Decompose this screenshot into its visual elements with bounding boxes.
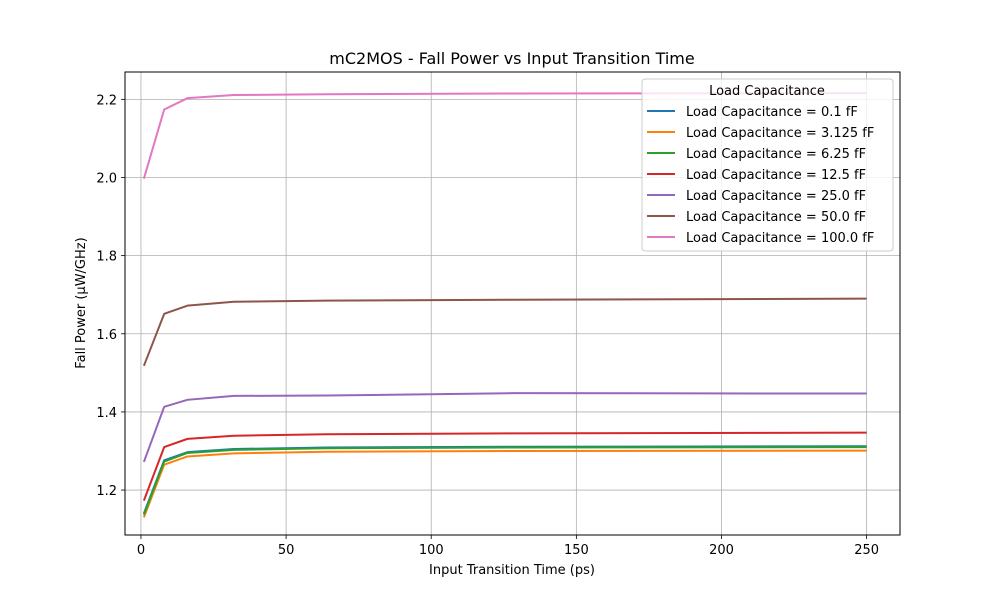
legend-label-3: Load Capacitance = 12.5 fF [686, 168, 866, 183]
y-tick-label: 2.0 [96, 171, 117, 186]
legend: Load Capacitance Load Capacitance = 0.1 … [641, 78, 894, 252]
y-tick-label: 1.8 [96, 250, 117, 265]
x-axis-label: Input Transition Time (ps) [429, 563, 595, 578]
x-tick-label: 250 [854, 543, 879, 558]
legend-label-5: Load Capacitance = 50.0 fF [686, 210, 866, 225]
x-tick-label: 100 [419, 543, 444, 558]
plot-frame [124, 71, 901, 536]
chart-title: mC2MOS - Fall Power vs Input Transition … [329, 49, 694, 68]
legend-box [641, 78, 894, 252]
y-axis-ticks: 1.2 1.4 1.6 1.8 2.0 2.2 [96, 93, 125, 499]
legend-label-1: Load Capacitance = 3.125 fF [686, 126, 874, 141]
y-tick-label: 1.2 [96, 484, 117, 499]
legend-label-0: Load Capacitance = 0.1 fF [686, 105, 858, 120]
series-line-6 [142, 92, 867, 179]
x-tick-label: 150 [564, 543, 589, 558]
x-tick-label: 50 [278, 543, 295, 558]
series-line-4 [142, 392, 867, 463]
y-tick-label: 2.2 [96, 93, 117, 108]
legend-label-2: Load Capacitance = 6.25 fF [686, 147, 866, 162]
series-line-2 [142, 446, 867, 516]
legend-title: Load Capacitance [709, 84, 825, 99]
series-lines [142, 92, 867, 518]
legend-label-4: Load Capacitance = 25.0 fF [686, 189, 866, 204]
y-tick-label: 1.4 [96, 406, 117, 421]
series-line-1 [142, 449, 867, 518]
series-line-5 [142, 297, 867, 367]
y-axis-label: Fall Power (µW/GHz) [74, 237, 89, 368]
x-tick-label: 0 [137, 543, 145, 558]
series-line-3 [142, 431, 867, 501]
legend-label-6: Load Capacitance = 100.0 fF [686, 231, 874, 246]
x-axis-ticks: 0 50 100 150 200 250 [137, 535, 879, 558]
y-tick-label: 1.6 [96, 328, 117, 343]
x-tick-label: 200 [709, 543, 734, 558]
